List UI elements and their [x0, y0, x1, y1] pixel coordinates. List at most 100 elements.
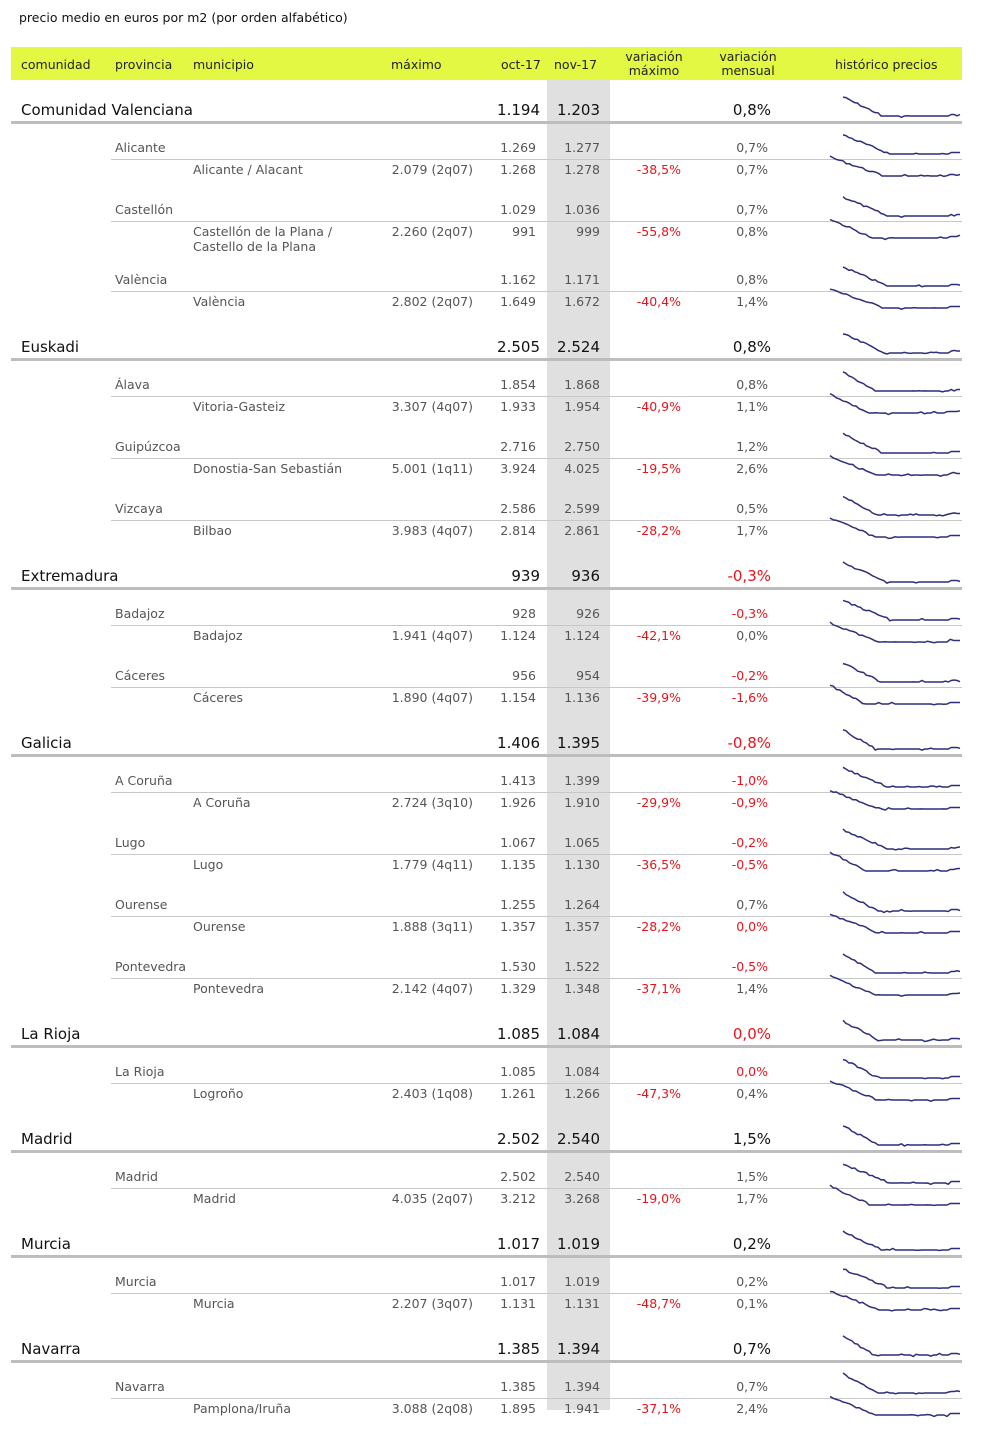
oct-value: 928 [512, 606, 536, 621]
provincia-name: Castellón [115, 202, 174, 217]
variacion-maximo-value: -37,1% [636, 981, 681, 996]
price-history-sparkline [842, 828, 961, 851]
nov-value: 1.277 [564, 140, 600, 155]
oct-value: 1.017 [500, 1274, 536, 1289]
variacion-maximo-value: -40,4% [636, 294, 681, 309]
mensual-value: 0,1% [736, 1296, 768, 1311]
provincia-divider [111, 792, 962, 793]
price-history-sparkline [829, 1395, 960, 1418]
sparkline-line [829, 684, 960, 706]
oct-value: 1.357 [500, 919, 536, 934]
sparkline-line [842, 196, 960, 219]
municipio-name: Badajoz [193, 628, 243, 643]
price-history-sparkline [829, 1080, 960, 1102]
nov-value: 1.394 [564, 1379, 600, 1394]
municipio-name-line2: Castello de la Plana [193, 239, 317, 254]
provincia-row: Navarra 1.385 1.394 0,7% [0, 1378, 992, 1396]
sparkline-line [842, 1058, 960, 1080]
sparkline-line [829, 1080, 960, 1102]
price-history-sparkline [842, 1372, 961, 1395]
sparkline-line [842, 662, 961, 683]
price-history-sparkline [829, 218, 961, 241]
sparkline-line [842, 495, 960, 517]
sparkline-line [829, 517, 960, 540]
nov-value: 926 [576, 606, 600, 621]
provincia-name: Guipúzcoa [115, 439, 181, 454]
comunidad-row: Euskadi 2.505 2.524 0,8% [0, 338, 992, 356]
oct-value: 939 [511, 567, 540, 585]
header-comunidad: comunidad [21, 57, 91, 72]
comunidad-name: Murcia [21, 1235, 71, 1253]
price-history-sparkline [843, 1268, 960, 1290]
oct-value: 1.255 [500, 897, 536, 912]
provincia-name: València [115, 272, 168, 287]
sparkline-line [842, 1230, 960, 1252]
mensual-value: -0,5% [731, 857, 768, 872]
nov-value: 1.203 [557, 101, 600, 119]
oct-value: 956 [512, 668, 536, 683]
nov-value: 1.910 [564, 795, 600, 810]
municipio-name: València [193, 294, 246, 309]
header-oct: oct-17 [501, 57, 541, 72]
sparkline-line [829, 392, 961, 416]
variacion-maximo-value: -36,5% [636, 857, 681, 872]
sparkline-line [842, 729, 961, 751]
mensual-value: -0,3% [731, 606, 768, 621]
sparkline-line [842, 1372, 961, 1395]
price-history-sparkline [842, 333, 960, 355]
mensual-value: 1,5% [732, 1130, 771, 1148]
comunidad-divider [11, 587, 962, 590]
municipio-row: Logroño 2.403 (1q08) 1.261 1.266 -47,3% 0,4% [0, 1085, 992, 1103]
municipio-row: Ourense 1.888 (3q11) 1.357 1.357 -28,2% 0,0% [0, 918, 992, 936]
provincia-row: València 1.162 1.171 0,8% [0, 271, 992, 289]
header-municipio: municipio [193, 57, 254, 72]
sparkline-line [842, 599, 961, 622]
provincia-row: La Rioja 1.085 1.084 0,0% [0, 1063, 992, 1081]
sparkline-line [842, 953, 961, 974]
sparkline-line [843, 1268, 960, 1290]
variacion-maximo-value: -55,8% [636, 224, 681, 239]
mensual-value: 0,2% [732, 1235, 771, 1253]
comunidad-divider [11, 1045, 962, 1048]
provincia-divider [111, 1293, 962, 1294]
provincia-name: Madrid [115, 1169, 158, 1184]
sparkline-line [842, 371, 960, 393]
provincia-name: Murcia [115, 1274, 157, 1289]
price-history-sparkline [842, 432, 960, 454]
provincia-name: Cáceres [115, 668, 166, 683]
provincia-row: Ourense 1.255 1.264 0,7% [0, 896, 992, 914]
header-provincia: provincia [115, 57, 173, 72]
oct-value: 2.505 [497, 338, 540, 356]
oct-value: 1.017 [497, 1235, 540, 1253]
comunidad-row: Navarra 1.385 1.394 0,7% [0, 1340, 992, 1358]
nov-value: 1.130 [564, 857, 600, 872]
maximo-value: 3.307 (4q07) [391, 399, 473, 414]
mensual-value: 1,2% [736, 439, 768, 454]
nov-value: 1.399 [564, 773, 600, 788]
comunidad-divider [11, 1150, 962, 1153]
sparkline-line [829, 218, 961, 241]
price-history-sparkline [829, 288, 960, 310]
mensual-value: 0,4% [736, 1086, 768, 1101]
comunidad-name: Madrid [21, 1130, 73, 1148]
nov-value: 2.524 [557, 338, 600, 356]
nov-value: 1.019 [557, 1235, 600, 1253]
municipio-name: Vitoria-Gasteiz [193, 399, 286, 414]
nov-value: 1.084 [564, 1064, 600, 1079]
variacion-maximo-value: -28,2% [636, 523, 681, 538]
variacion-maximo-value: -42,1% [636, 628, 681, 643]
sparkline-line [829, 790, 960, 811]
oct-value: 1.135 [500, 857, 536, 872]
nov-value: 1.522 [564, 959, 600, 974]
oct-value: 1.124 [500, 628, 536, 643]
price-history-sparkline [842, 1335, 961, 1358]
sparkline-line [842, 333, 960, 355]
provincia-divider [111, 1398, 962, 1399]
oct-value: 1.854 [500, 377, 536, 392]
oct-value: 3.924 [500, 461, 536, 476]
mensual-value: 0,7% [736, 897, 768, 912]
municipio-name: Ourense [193, 919, 246, 934]
mensual-value: 1,7% [736, 523, 768, 538]
maximo-value: 2.207 (3q07) [391, 1296, 473, 1311]
nov-value: 1.131 [564, 1296, 600, 1311]
